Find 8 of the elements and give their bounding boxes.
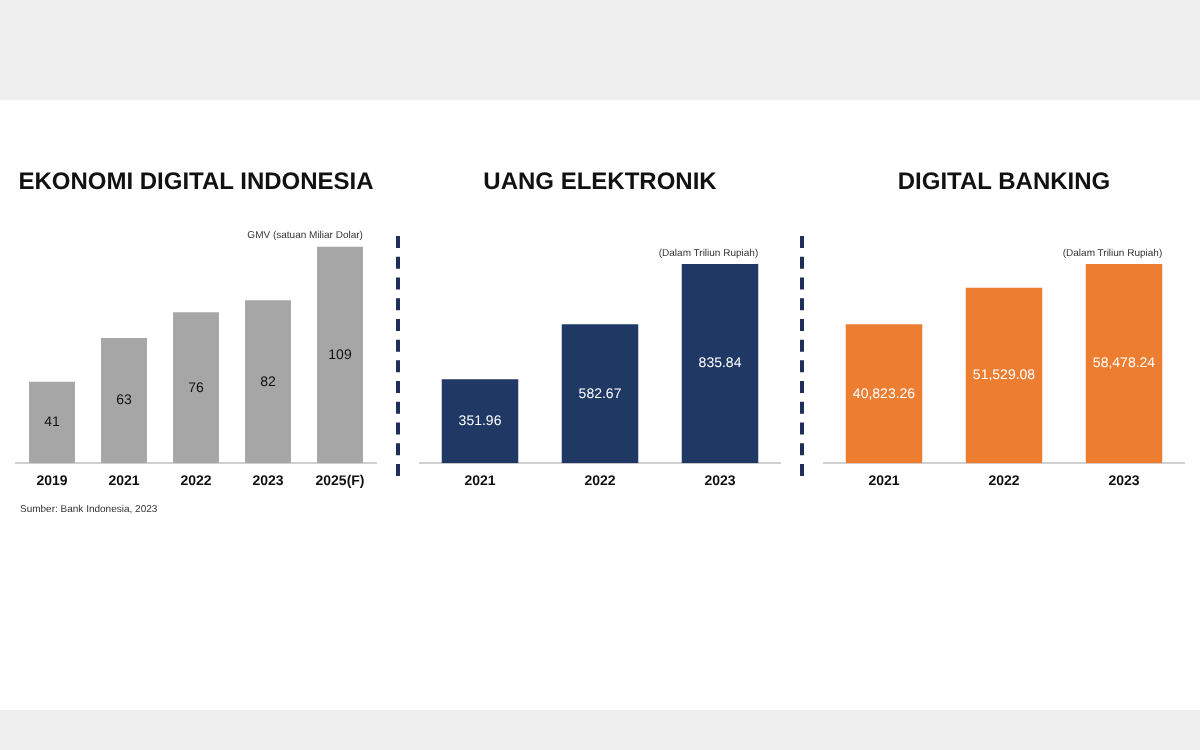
chart-title: DIGITAL BANKING	[897, 167, 1111, 196]
bar	[29, 381, 75, 464]
chart-title: EKONOMI DIGITAL INDONESIA	[18, 167, 375, 196]
bar	[317, 246, 363, 464]
bar	[101, 338, 147, 464]
chart-title: UANG ELEKTRONIK	[483, 167, 718, 196]
bar	[173, 312, 219, 464]
bar	[245, 300, 291, 464]
